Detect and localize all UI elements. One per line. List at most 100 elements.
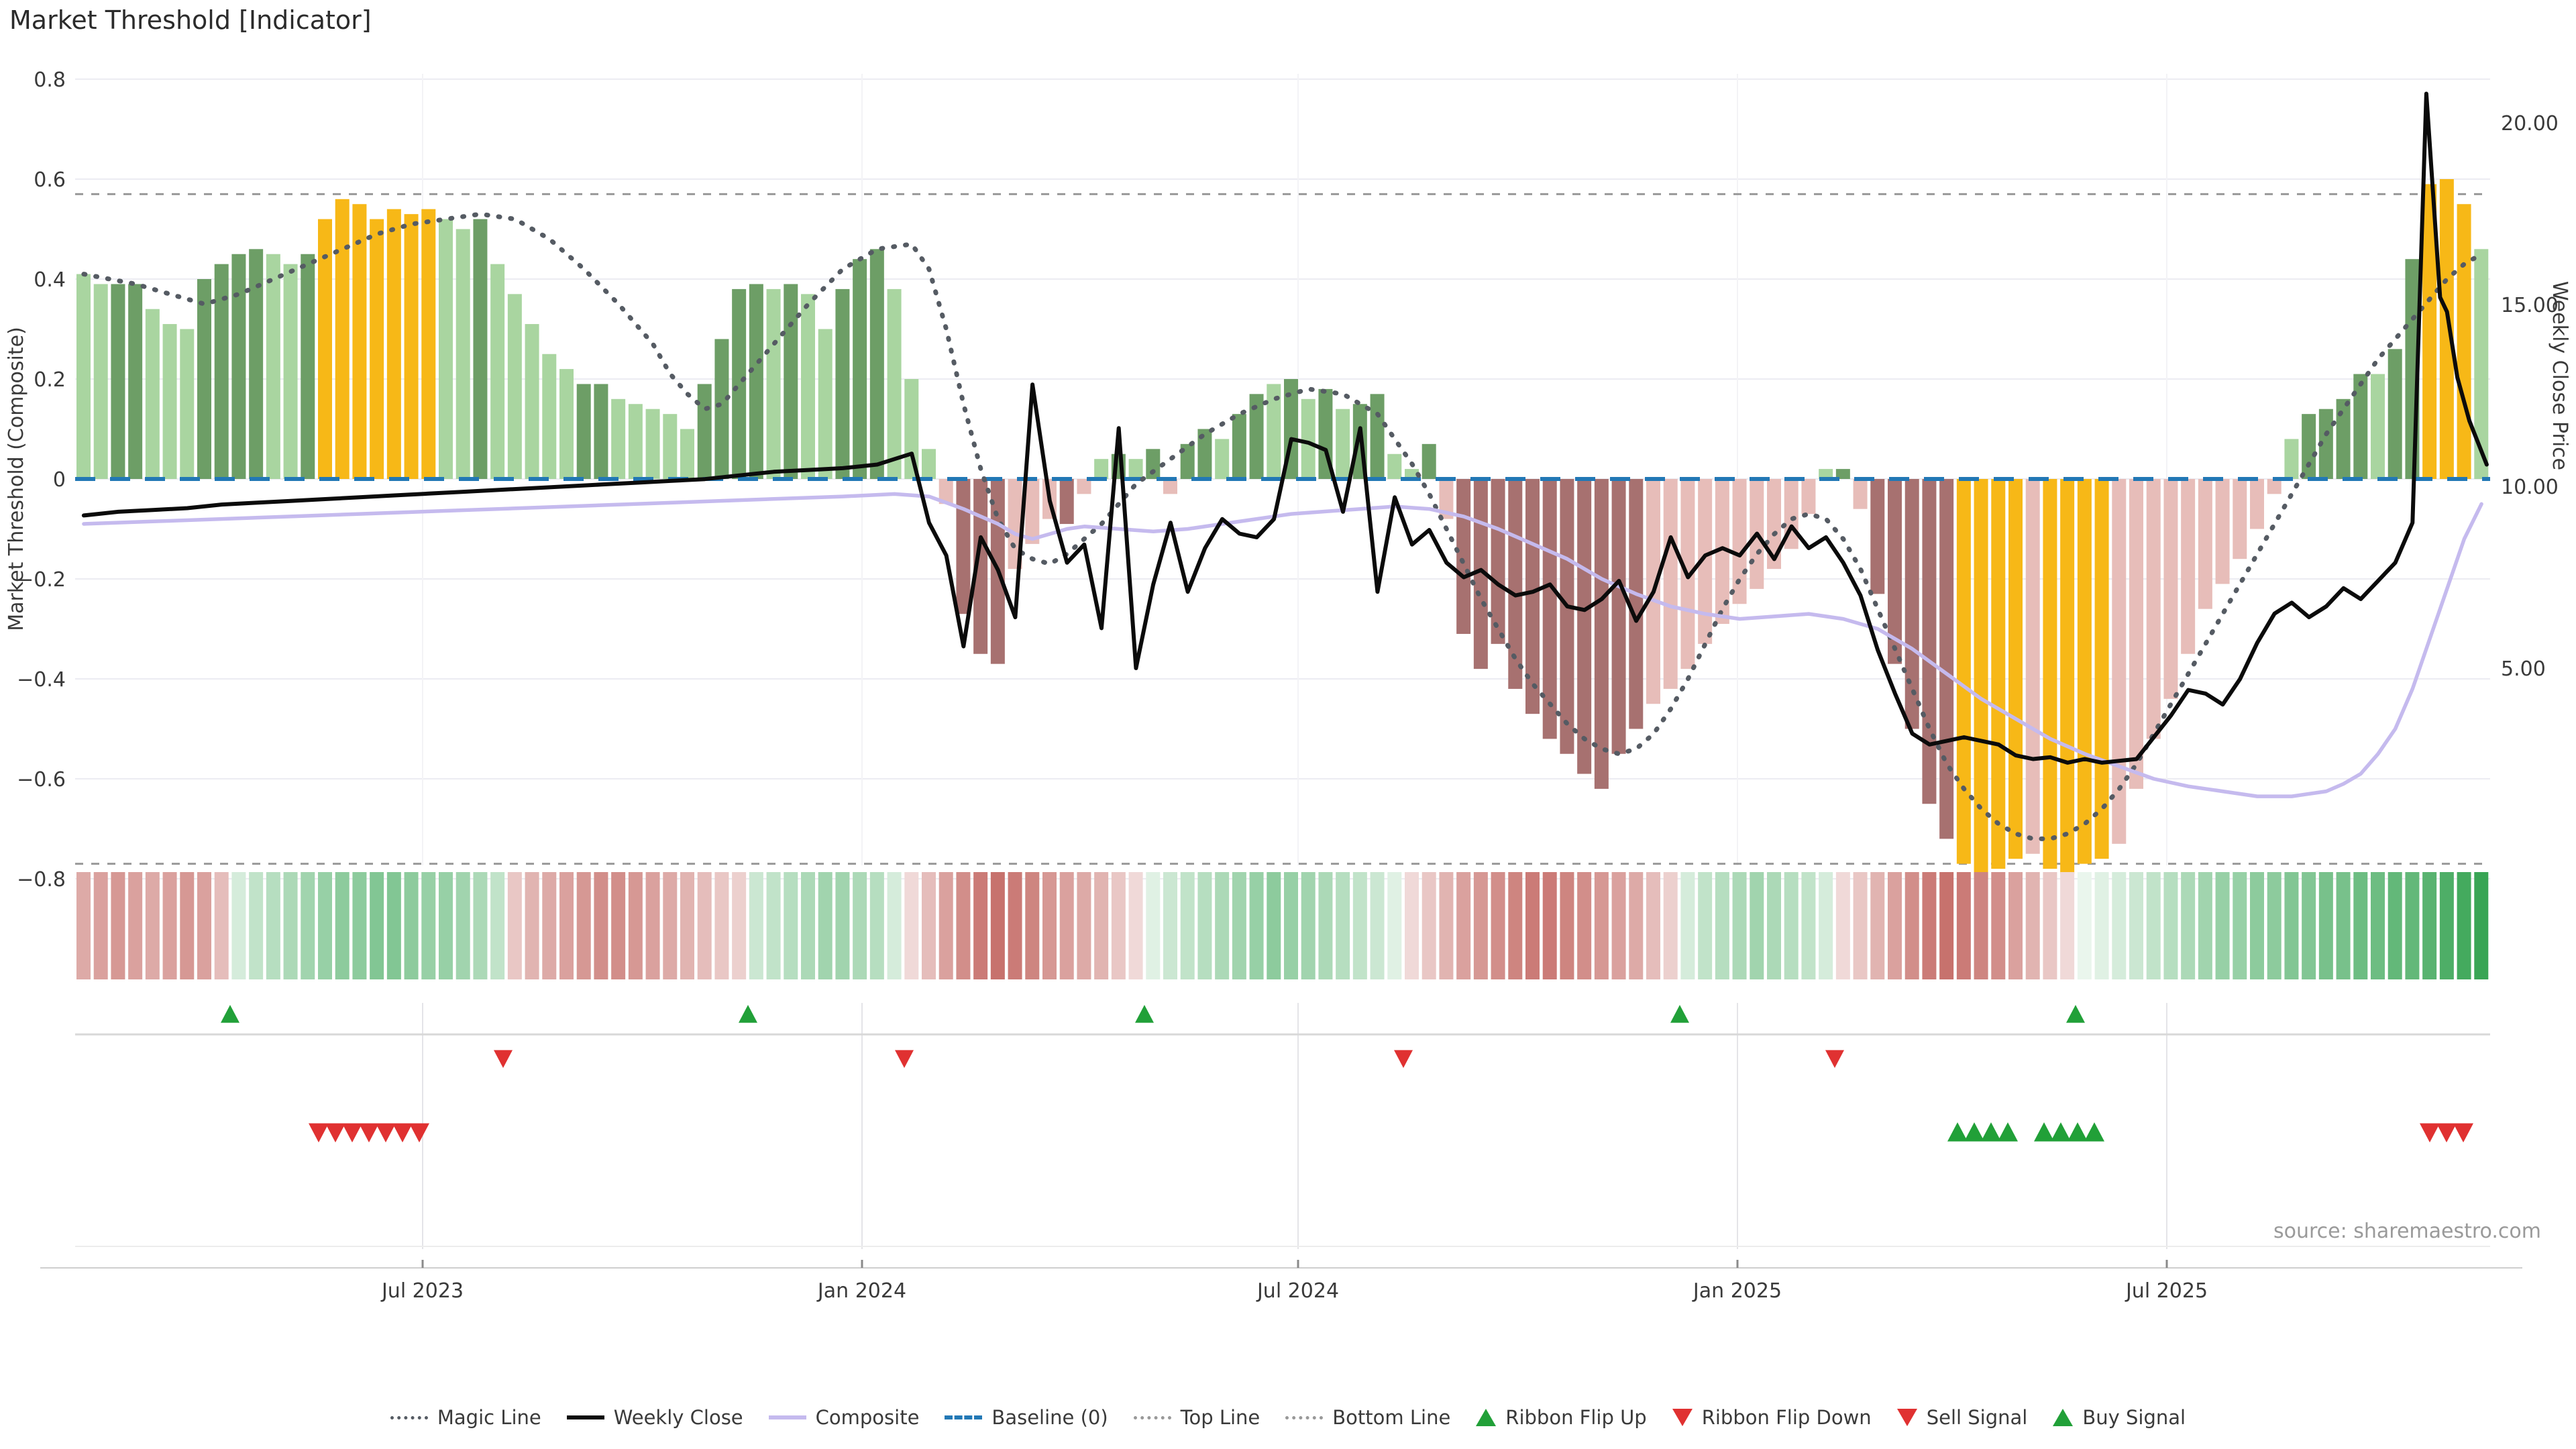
ribbon-cell: [93, 872, 108, 979]
threshold-bar: [1077, 479, 1091, 494]
threshold-bar: [714, 339, 729, 479]
left-axis-tick: −0.2: [17, 568, 66, 592]
ribbon-cell: [2405, 872, 2420, 979]
threshold-bar: [1663, 479, 1678, 689]
ribbon-cell: [2112, 872, 2127, 979]
threshold-bar: [1732, 479, 1747, 604]
ribbon-cell: [835, 872, 850, 979]
ribbon-cell: [1939, 872, 1954, 979]
legend-label-composite: Composite: [815, 1406, 920, 1429]
ribbon-cell: [421, 872, 436, 979]
composite-path: [82, 492, 2483, 798]
ribbon-cell: [2025, 872, 2040, 979]
threshold-bar: [1405, 469, 1419, 479]
ribbon-cell: [180, 872, 195, 979]
ribbon-cell: [301, 872, 315, 979]
threshold-bar: [1163, 479, 1177, 494]
threshold-bar: [766, 288, 781, 479]
ribbon-cell: [1611, 872, 1626, 979]
ribbon-cell: [1577, 872, 1592, 979]
ribbon-cell: [1128, 872, 1143, 979]
threshold-bar: [1525, 479, 1540, 714]
threshold-bar: [1491, 479, 1505, 644]
threshold-bar: [404, 214, 419, 479]
ribbon-cell: [1767, 872, 1781, 979]
ribbon-cell: [1352, 872, 1367, 979]
legend-swatch-ribbon-flip-up: [1476, 1409, 1497, 1426]
threshold-bar: [1801, 479, 1816, 515]
buy-signal-marker: [2068, 1122, 2088, 1142]
threshold-bar: [1956, 479, 1971, 864]
ribbon-cell: [335, 872, 350, 979]
ribbon-cell: [2267, 872, 2282, 979]
ribbon-cell: [576, 872, 591, 979]
ribbon-cell: [611, 872, 626, 979]
ribbon-cell: [1853, 872, 1868, 979]
threshold-bar: [2267, 479, 2282, 494]
legend-item-baseline: Baseline (0): [945, 1406, 1108, 1429]
ribbon-cell: [318, 872, 332, 979]
ribbon-cell: [2439, 872, 2454, 979]
ribbon-flip-up-marker: [1670, 1005, 1689, 1023]
threshold-bar: [93, 284, 108, 479]
legend-label-weekly-close: Weekly Close: [613, 1406, 743, 1429]
ribbon-flip-down-marker: [1825, 1050, 1844, 1068]
threshold-bar: [2387, 349, 2402, 479]
threshold-bar: [2025, 479, 2040, 854]
ribbon-cell: [1077, 872, 1091, 979]
source-attribution: source: sharemaestro.com: [2273, 1220, 2541, 1243]
threshold-bar: [2146, 479, 2161, 739]
ribbon-cell: [249, 872, 264, 979]
threshold-bar: [680, 429, 694, 479]
ribbon-cell: [1336, 872, 1350, 979]
ribbon-cell: [594, 872, 608, 979]
threshold-bar: [2336, 398, 2351, 479]
threshold-bar: [853, 259, 867, 479]
threshold-bar: [2302, 414, 2316, 479]
legend-label-sell-signal: Sell Signal: [1926, 1406, 2028, 1429]
legend-label-baseline: Baseline (0): [991, 1406, 1108, 1429]
ribbon-cell: [1094, 872, 1109, 979]
ribbon-cell: [680, 872, 694, 979]
threshold-bar: [249, 249, 264, 479]
legend-swatch-sell-signal: [1896, 1409, 1917, 1426]
threshold-bar: [1180, 443, 1195, 479]
ribbon-cell: [938, 872, 953, 979]
threshold-bar: [732, 288, 747, 479]
x-axis-tick: Jul 2025: [2125, 1279, 2208, 1303]
ribbon-cell: [1922, 872, 1937, 979]
ribbon-cell: [663, 872, 678, 979]
ribbon-cell: [1284, 872, 1298, 979]
threshold-bar: [1577, 479, 1592, 774]
ribbon-cell: [973, 872, 988, 979]
ribbon-cell: [2474, 872, 2489, 979]
x-axis-tick: Jul 2024: [1256, 1279, 1339, 1303]
ribbon-cell: [1421, 872, 1436, 979]
threshold-bar: [2353, 374, 2368, 479]
ribbon-cell: [266, 872, 280, 979]
ribbon-cell: [2163, 872, 2178, 979]
threshold-bar: [1146, 449, 1161, 479]
left-axis-tick: 0.4: [34, 268, 66, 292]
threshold-bar: [2371, 374, 2385, 479]
legend-item-ribbon-flip-down: Ribbon Flip Down: [1672, 1406, 1872, 1429]
buy-signal-marker: [2034, 1122, 2054, 1142]
left-axis-tick: −0.6: [17, 768, 66, 792]
threshold-bar: [1473, 479, 1488, 669]
ribbon-flip-up-marker: [739, 1005, 757, 1023]
ribbon-cell: [1784, 872, 1799, 979]
ribbon-cell: [697, 872, 712, 979]
ribbon-cell: [1163, 872, 1177, 979]
ribbon-strip: [76, 872, 2489, 979]
threshold-bar: [370, 219, 384, 479]
threshold-bar: [1387, 453, 1402, 479]
threshold-bar: [283, 264, 298, 479]
ribbon-cell: [162, 872, 177, 979]
threshold-bar: [559, 369, 574, 479]
threshold-bar: [266, 254, 280, 479]
ribbon-cell: [1025, 872, 1040, 979]
ribbon-cell: [1508, 872, 1523, 979]
ribbon-cell: [1301, 872, 1316, 979]
ribbon-cell: [1560, 872, 1574, 979]
